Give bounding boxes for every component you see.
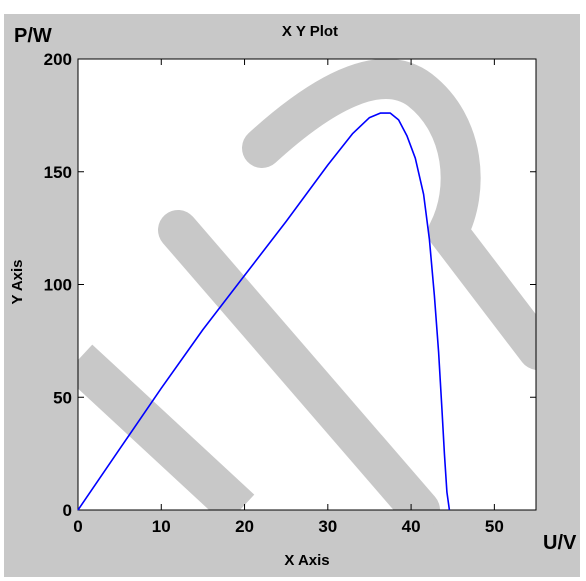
watermark: [63, 14, 560, 530]
watermark-stroke-left: [63, 344, 255, 526]
watermark-stroke-loop: [242, 58, 558, 370]
x-tick-label: 20: [235, 517, 254, 536]
y-unit-label: P/W: [14, 25, 52, 47]
y-tick-label: 100: [44, 276, 72, 295]
y-axis-label: Y Axis: [9, 259, 26, 304]
x-unit-label: U/V: [543, 532, 577, 554]
series-layer: [77, 112, 451, 511]
x-tick-label: 10: [152, 517, 171, 536]
y-tick-label: 200: [44, 50, 72, 69]
x-tick-label: 40: [402, 517, 421, 536]
series-line-0: [77, 112, 451, 511]
y-ticks: 0 50 100 150 200: [44, 50, 536, 520]
y-tick-label: 150: [44, 163, 72, 182]
y-tick-label: 50: [53, 388, 72, 407]
x-axis-label: X Axis: [284, 552, 329, 569]
y-tick-label: 0: [63, 501, 72, 520]
watermark-stroke-top: [498, 14, 560, 40]
watermark-stroke-middle: [158, 210, 440, 530]
x-tick-label: 30: [318, 517, 337, 536]
x-tick-label: 50: [485, 517, 504, 536]
chart-title: X Y Plot: [282, 23, 338, 40]
x-tick-label: 0: [73, 517, 82, 536]
x-ticks: 0 10 20 30 40 50: [73, 59, 504, 536]
